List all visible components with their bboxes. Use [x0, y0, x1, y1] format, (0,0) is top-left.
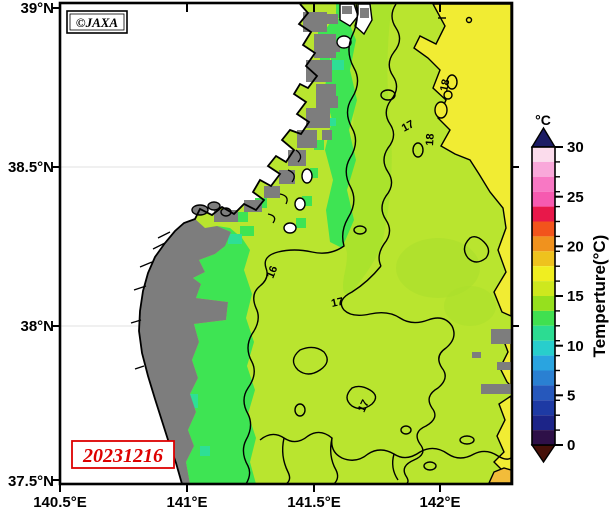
- attribution-label: ©JAXA: [76, 15, 119, 30]
- green-band-bay: [186, 226, 256, 484]
- contour-label-17: 17: [400, 118, 416, 134]
- warm-regions: [413, 3, 512, 484]
- contour-label-18: 18: [424, 133, 437, 146]
- contour-label-17: 17: [356, 398, 372, 414]
- map-frame: 39°N 38.5°N 38°N 37.5°N 140.5°E 141°E 14…: [8, 0, 519, 511]
- contour-label-17: 17: [330, 296, 344, 310]
- no-data-cells-east-edge: [472, 329, 511, 394]
- cb-tick-25: 25: [567, 189, 584, 206]
- teal-cells: [188, 60, 344, 456]
- sea-mottle: [444, 286, 496, 326]
- sea-region-15-16: [343, 4, 392, 294]
- colorbar-unit-label: °C: [535, 112, 551, 128]
- yellow-region-northeast: [413, 3, 512, 318]
- x-tick-142e: 142°E: [419, 494, 460, 511]
- cb-tick-20: 20: [567, 239, 584, 256]
- y-tick-37-5n: 37.5°N: [8, 473, 54, 490]
- y-tick-39n: 39°N: [20, 0, 54, 17]
- colorbar-cap-bottom: [530, 444, 557, 464]
- colorbar-cap-top: [530, 126, 557, 148]
- contour-16: [242, 3, 359, 485]
- sea-mottle: [396, 238, 480, 298]
- warm-spot: [434, 101, 448, 119]
- cb-tick-0: 0: [567, 437, 575, 454]
- axis-tick-labels: 39°N 38.5°N 38°N 37.5°N 140.5°E 141°E 14…: [8, 0, 461, 511]
- colorbar-axis-label: Temperture(°C): [590, 235, 609, 358]
- temperature-contours: [242, 3, 512, 485]
- date-box: 20231216: [71, 440, 175, 469]
- cb-tick-10: 10: [567, 338, 584, 355]
- coastline: [138, 3, 319, 485]
- colorbar-major-ticks: [555, 146, 563, 446]
- y-tick-38-5n: 38.5°N: [8, 159, 54, 176]
- no-data-sendai-bay: [139, 219, 231, 484]
- no-data-regions: [139, 12, 511, 484]
- contour-17-bottom: [259, 431, 512, 461]
- colorbar-segments: [532, 147, 555, 445]
- contour-label-18-small: 18: [438, 78, 452, 92]
- y-tick-38n: 38°N: [20, 318, 54, 335]
- colorbar-minor-ticks: [555, 161, 560, 431]
- date-stamp: 20231216: [82, 445, 163, 467]
- cb-tick-5: 5: [567, 388, 575, 405]
- colorbar-tick-labels: 30 25 20 15 10 5 0: [567, 139, 584, 454]
- green-band-north: [324, 18, 357, 248]
- axis-ticks: [52, 4, 519, 492]
- cb-tick-15: 15: [567, 288, 584, 305]
- x-tick-141e: 141°E: [166, 494, 207, 511]
- contour-labels: 17 18 18 17 17 16: [265, 78, 453, 414]
- islands: [191, 3, 373, 234]
- colorbar: °C: [530, 112, 609, 464]
- attribution-box: ©JAXA: [66, 10, 128, 34]
- contour-label-16: 16: [265, 264, 281, 280]
- contour-17-north: [378, 3, 401, 267]
- no-data-cells-peninsula: [214, 12, 340, 222]
- cb-tick-30: 30: [567, 139, 584, 156]
- x-tick-141-5e: 141.5°E: [287, 494, 341, 511]
- contour-17-mid: [340, 265, 455, 485]
- x-tick-140-5e: 140.5°E: [33, 494, 87, 511]
